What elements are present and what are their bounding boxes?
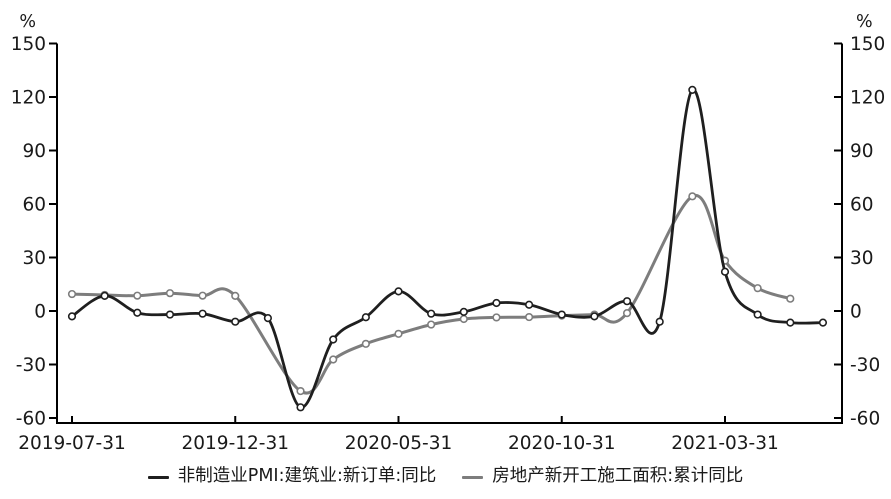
series-0-marker: [263, 314, 273, 323]
series-0-marker: [590, 312, 599, 321]
series-1-marker: [459, 314, 468, 324]
legend-label: 非制造业PMI:建筑业:新订单:同比: [177, 466, 437, 487]
series-0-marker: [818, 318, 828, 327]
series-1-marker: [361, 339, 370, 348]
series-0-marker: [459, 307, 468, 316]
series-line-1: [70, 194, 792, 395]
series-0-marker: [753, 310, 762, 319]
series-1-marker: [231, 291, 240, 300]
y-tick-label-left: 120: [11, 88, 46, 109]
x-tick-label: 2020-10-31: [508, 433, 616, 454]
series-0-marker: [557, 310, 566, 319]
y-tick-label-left: 90: [22, 141, 46, 162]
x-tick-label: 2020-05-31: [345, 433, 453, 454]
series-1-marker: [492, 313, 501, 322]
series-0-marker: [427, 309, 436, 318]
series-0-marker: [622, 297, 632, 306]
chart-legend: 非制造业PMI:建筑业:新订单:同比 房地产新开工施工面积:累计同比: [0, 459, 891, 495]
y-tick-label-right: 120: [850, 88, 885, 109]
series-0-marker: [100, 291, 109, 300]
y-tick-label-left: 150: [11, 34, 46, 55]
x-tick-label: 2021-03-31: [671, 433, 779, 454]
series-0-marker: [524, 300, 534, 309]
y-tick-label-right: 60: [850, 195, 874, 216]
series-1-marker: [329, 355, 338, 364]
legend-label: 房地产新开工施工面积:累计同比: [492, 466, 744, 487]
x-tick-label: 2019-12-31: [181, 433, 289, 454]
series-1-marker: [67, 289, 77, 299]
series-1-marker: [296, 386, 305, 396]
series-0-marker: [720, 267, 730, 276]
series-1-marker: [524, 312, 534, 322]
legend-dash-icon: [147, 475, 169, 479]
legend-item-0: 非制造业PMI:建筑业:新订单:同比: [147, 466, 437, 487]
series-0-marker: [394, 287, 403, 296]
y-tick-label-left: 60: [22, 195, 46, 216]
y-tick-label-left: 30: [22, 248, 46, 269]
series-1-marker: [394, 329, 403, 338]
series-0-marker: [361, 313, 370, 322]
series-0-marker: [329, 335, 338, 344]
series-1-marker: [427, 320, 436, 329]
x-tick-label: 2019-07-31: [18, 433, 126, 454]
series-1-marker: [198, 291, 207, 300]
series-1-marker: [622, 309, 632, 318]
y-tick-label-right: -30: [850, 355, 880, 376]
legend-dash-icon: [462, 475, 484, 479]
legend-item-1: 房地产新开工施工面积:累计同比: [462, 468, 743, 486]
series-1-marker: [753, 284, 762, 293]
series-0-marker: [786, 318, 795, 327]
series-0-marker: [198, 309, 207, 318]
y-axis-unit-left: %: [19, 12, 36, 32]
series-0-marker: [655, 317, 664, 326]
series-1-marker: [688, 192, 697, 201]
y-tick-label-left: 0: [34, 302, 46, 323]
series-0-marker: [231, 317, 240, 326]
series-0-marker: [133, 308, 142, 317]
y-tick-label-right: 90: [850, 141, 874, 162]
series-0-marker: [688, 85, 697, 94]
series-0-marker: [492, 298, 501, 308]
y-tick-label-left: -60: [16, 408, 46, 429]
series-0-marker: [165, 310, 175, 319]
series-1-marker: [133, 291, 142, 300]
series-0-marker: [296, 403, 305, 412]
y-axis-unit-right: %: [856, 12, 873, 32]
series-line-0: [70, 88, 825, 409]
y-tick-label-right: -60: [850, 408, 880, 429]
series-1-marker: [165, 289, 175, 298]
y-tick-label-right: 0: [850, 302, 862, 323]
y-tick-label-right: 30: [850, 248, 874, 269]
series-1-marker: [786, 294, 795, 303]
series-0-marker: [67, 312, 77, 321]
y-tick-label-right: 150: [850, 34, 885, 55]
y-tick-label-left: -30: [16, 355, 46, 376]
